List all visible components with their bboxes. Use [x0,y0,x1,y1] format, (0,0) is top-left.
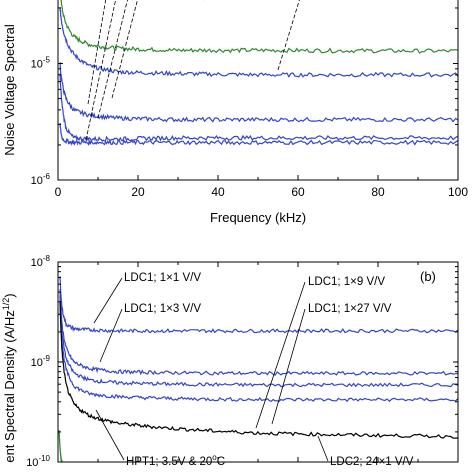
series-line [59,61,458,123]
annotation-ldc1-1x27: LDC1; 1×27 V/V [308,303,392,315]
panel-a-x-tick-label: 80 [371,185,385,199]
annotation-leader [87,0,107,105]
annotation-leader [99,308,123,363]
panel-b-series-group [58,276,458,462]
panel-a-x-tick-labels: 0 20 40 60 80 100 [55,185,469,199]
annotation-ldc1-1x9: LDC1; 1×9 V/V [308,276,385,288]
annotation-leader [85,0,116,141]
panel-a-series-group [59,0,458,147]
panel-b-chart: 10-8 10-9 10-10 ent Spectral Density (A/… [1,254,459,469]
panel-b-label: (b) [420,269,436,284]
panel-a-x-axis-label: Frequency (kHz) [210,210,306,225]
annotation-leader [255,281,306,429]
panel-b-y-tick-label: 10-9 [31,354,51,369]
panel-a-plot-frame [57,0,459,181]
series-line [59,289,458,376]
annotation-leader [111,0,138,99]
panel-b-annotations: LDC1; 1×1 V/V LDC1; 1×3 V/V LDC1; 1×9 V/… [124,272,414,468]
series-line [59,122,458,147]
panel-a-x-tick-label: 60 [291,185,305,199]
panel-b-y-tick-label: 10-10 [26,454,50,469]
annotation-leader [317,435,329,462]
panel-a-y-axis-label: Noise Voltage Spectral [2,24,17,156]
series-line [59,295,458,403]
panel-b-annotation-leaders [93,277,329,462]
series-line [59,7,458,78]
annotation-hpt1: HPT1; 3.5V & 20oC [126,453,225,468]
panel-b-plot-frame [57,261,459,463]
annotation-leader [97,0,128,119]
annotation-leader [93,277,123,324]
series-line [60,0,458,54]
panel-b-y-tick-label: 10-8 [31,254,51,269]
panel-a-ticks [57,7,459,181]
annotation-ldc2: LDC2; 24×1 V/V [330,456,414,468]
series-line [59,291,458,388]
panel-a-y-tick-label: 10-6 [31,172,51,187]
series-line [59,301,458,439]
series-line [59,276,458,334]
panel-b-y-tick-labels: 10-8 10-9 10-10 [26,254,50,469]
panel-a-annotation-leaders [85,0,300,141]
annotation-ldc1-1x1: LDC1; 1×1 V/V [124,272,201,284]
panel-a-x-tick-label: 40 [211,185,225,199]
panel-a-x-tick-label: 20 [131,185,145,199]
panel-a-y-tick-labels: 10-5 10-6 [31,56,51,187]
annotation-leader [95,409,125,461]
annotation-leader [277,0,300,71]
series-line [58,430,63,462]
panel-a-y-tick-label: 10-5 [31,56,51,71]
series-line [59,73,458,143]
annotation-ldc1-1x3: LDC1; 1×3 V/V [124,303,201,315]
panel-a-x-tick-label: 0 [55,185,62,199]
panel-a-x-tick-label: 100 [448,185,468,199]
panel-b-y-axis-label: ent Spectral Density (A/Hz1/2) [1,293,17,462]
annotation-leader [271,308,306,425]
panel-a-chart: 10-5 10-6 0 20 40 60 80 100 Frequency (k… [2,0,468,225]
